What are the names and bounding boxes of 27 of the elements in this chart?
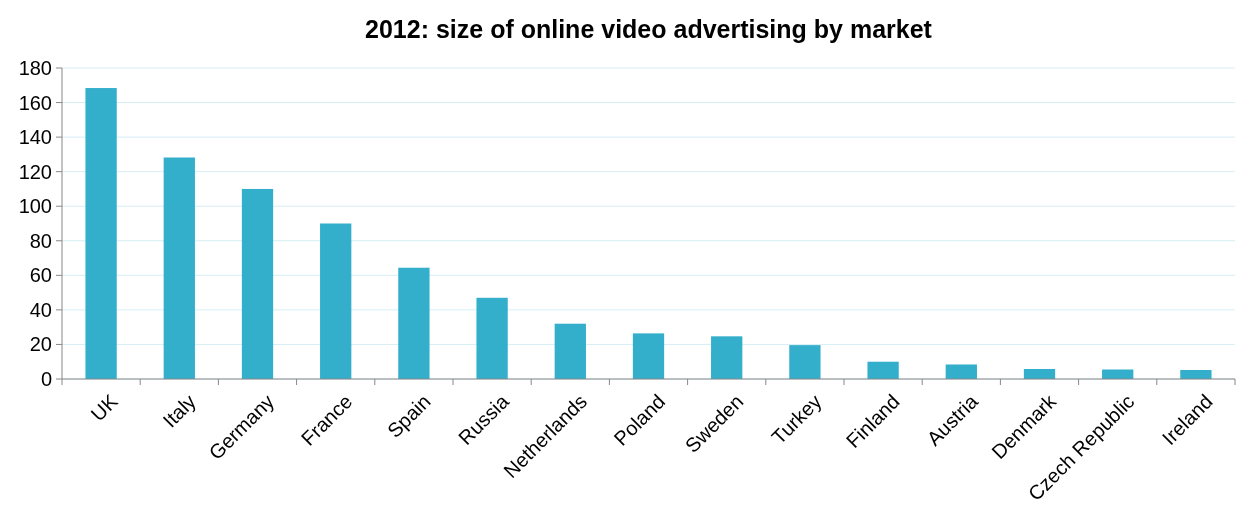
x-tick-label: UK — [86, 389, 123, 426]
bar — [320, 223, 352, 379]
bar — [1180, 370, 1212, 379]
bar — [554, 323, 586, 379]
y-tick-label: 80 — [29, 229, 52, 252]
y-tick-label: 60 — [29, 264, 52, 287]
y-tick-label: 160 — [18, 91, 52, 114]
chart-title: 2012: size of online video advertising by market — [365, 15, 933, 43]
bar — [632, 333, 665, 379]
y-tick-label: 0 — [40, 368, 52, 390]
y-tick-label: 140 — [18, 126, 52, 149]
y-tick-label: 40 — [29, 298, 52, 321]
y-tick-label: 100 — [18, 195, 52, 218]
bar — [85, 88, 117, 379]
y-tick-label: 180 — [18, 57, 52, 79]
y-tick-label: 120 — [18, 160, 52, 183]
bar — [711, 336, 743, 379]
y-tick-label: 20 — [29, 333, 52, 356]
bar — [1102, 369, 1134, 379]
bar — [945, 364, 977, 379]
bar — [398, 267, 430, 379]
bar — [241, 188, 274, 379]
bar — [867, 361, 899, 379]
bar — [476, 297, 508, 379]
bar — [789, 345, 821, 379]
bar — [163, 157, 195, 379]
x-tick-label: Italy — [158, 390, 201, 432]
